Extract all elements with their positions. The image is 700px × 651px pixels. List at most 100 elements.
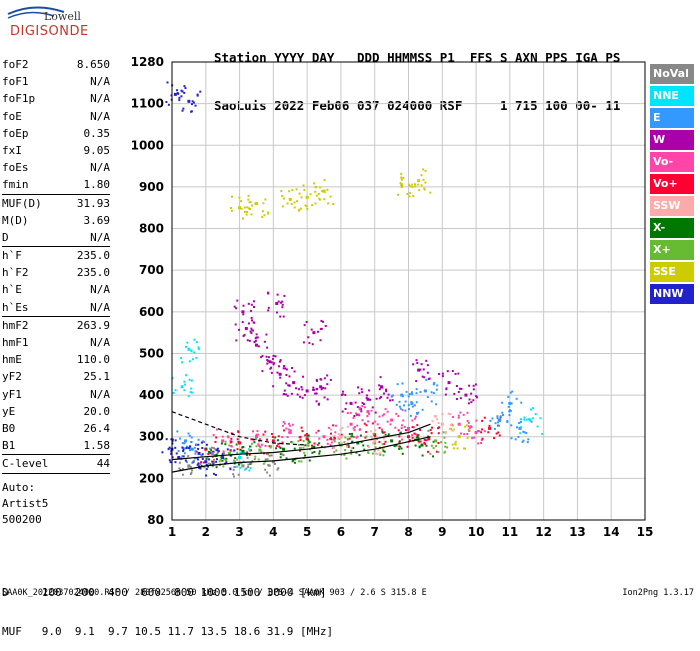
- echo-dot-sse: [311, 204, 314, 207]
- echo-dot-nnw: [197, 458, 200, 461]
- echo-dot-w: [242, 335, 245, 338]
- echo-dot-vo-: [366, 409, 369, 412]
- echo-dot-noval: [247, 463, 250, 466]
- echo-dot-x-: [307, 441, 310, 444]
- param-name: M(D): [2, 213, 29, 227]
- echo-dot-sse: [411, 183, 414, 186]
- echo-dot-vo-: [374, 420, 377, 423]
- echo-dot-w: [360, 410, 363, 413]
- auto-program: Artist5: [2, 497, 49, 510]
- echo-point-vo-: [305, 437, 309, 441]
- echo-dot-nnw: [196, 463, 199, 466]
- echo-point-ssw: [373, 439, 377, 443]
- echo-dot-vo-: [352, 435, 355, 438]
- echo-dot-x-: [400, 447, 403, 450]
- echo-dot-nne: [190, 350, 193, 353]
- echo-dot-vo-: [384, 408, 387, 411]
- echo-dot-x-: [306, 434, 309, 437]
- echo-dot-w: [474, 383, 477, 386]
- echo-dot-w: [276, 371, 279, 374]
- echo-point-sse: [400, 183, 404, 187]
- echo-dot-x-: [347, 437, 350, 440]
- echo-dot-x-: [383, 450, 386, 453]
- echo-dot-vo-: [326, 442, 329, 445]
- echo-dot-x-: [279, 456, 282, 459]
- echo-dot-w: [326, 374, 329, 377]
- echo-dot-vo-: [470, 425, 473, 428]
- echo-dot-w: [344, 393, 347, 396]
- echo-dot-vo-: [356, 424, 359, 427]
- echo-point-vo-: [407, 435, 410, 439]
- echo-dot-e: [176, 430, 179, 433]
- echo-dot-vo-: [412, 426, 415, 429]
- echo-dot-ssw: [346, 425, 349, 428]
- echo-dot-vo-: [374, 435, 377, 438]
- echo-dot-vo-: [425, 439, 428, 442]
- legend-item-vo-: Vo-: [650, 152, 694, 172]
- echo-dot-sse: [327, 202, 330, 205]
- echo-dot-sse: [249, 208, 252, 211]
- echo-dot-w: [291, 366, 294, 369]
- echo-dot-sse: [412, 194, 415, 197]
- echo-dot-e: [398, 400, 401, 403]
- y-tick-label: 1000: [131, 138, 164, 152]
- echo-point-x-: [390, 439, 394, 443]
- echo-dot-w: [257, 345, 260, 348]
- echo-dot-nnw: [189, 445, 192, 448]
- echo-point-w: [241, 310, 245, 314]
- echo-dot-x-: [242, 446, 245, 449]
- echo-dot-w: [298, 388, 301, 391]
- echo-dot-w: [472, 384, 475, 387]
- echo-dot-nnw: [212, 461, 215, 464]
- echo-dot-x-: [375, 438, 378, 441]
- echo-dot-nnw: [171, 438, 174, 441]
- echo-dot-sse: [247, 194, 250, 197]
- echo-dot-sse: [247, 207, 250, 210]
- echo-point-sse: [238, 206, 242, 210]
- echo-dot-vo-: [376, 423, 379, 426]
- echo-dot-sse: [300, 207, 303, 210]
- echo-dot-nnw: [190, 103, 193, 106]
- echo-dot-nnw: [197, 447, 200, 450]
- echo-dot-nnw: [208, 451, 211, 454]
- echo-point-nnw: [221, 456, 225, 460]
- echo-dot-x-: [387, 433, 390, 436]
- echo-dot-x-: [274, 436, 277, 439]
- echo-point-x-: [241, 449, 245, 453]
- echo-point-noval: [187, 464, 191, 468]
- echo-dot-w: [312, 386, 315, 389]
- echo-dot-w: [380, 386, 383, 389]
- echo-dot-vo-: [315, 431, 318, 434]
- echo-dot-w: [263, 340, 266, 343]
- echo-dot-w: [296, 393, 299, 396]
- param-name: hmF1: [2, 336, 29, 349]
- echo-dot-w: [422, 368, 425, 371]
- echo-dot-e: [436, 384, 439, 387]
- param-value: 31.93: [76, 196, 110, 210]
- echo-dot-ssw: [340, 442, 343, 445]
- echo-dot-noval: [264, 458, 267, 461]
- echo-dot-e: [181, 455, 184, 458]
- auto-label: Auto:: [2, 481, 36, 494]
- echo-dot-nnw: [200, 465, 203, 468]
- echo-dot-vo-: [408, 439, 411, 442]
- echo-dot-vo-: [411, 434, 414, 437]
- echo-dot-w: [270, 361, 273, 364]
- param-row: foF2 8.650: [2, 56, 110, 73]
- param-name: C-level: [2, 457, 49, 471]
- echo-dot-vo-: [334, 424, 337, 427]
- echo-dot-w: [453, 392, 456, 395]
- echo-dot-nnw: [183, 85, 186, 88]
- param-row: B0 26.4: [2, 420, 110, 437]
- echo-dot-vo-: [210, 452, 213, 455]
- echo-dot-sse: [238, 196, 241, 199]
- echo-dot-vo-: [255, 433, 258, 436]
- echo-dot-x-: [351, 440, 354, 443]
- echo-dot-noval: [233, 475, 236, 478]
- echo-dot-w: [283, 389, 286, 392]
- echo-dot-nnw: [226, 448, 229, 451]
- echo-dot-vo-: [330, 441, 333, 444]
- echo-dot-nnw: [190, 110, 193, 113]
- echo-dot-x-: [348, 432, 351, 435]
- echo-dot-x-: [414, 444, 417, 447]
